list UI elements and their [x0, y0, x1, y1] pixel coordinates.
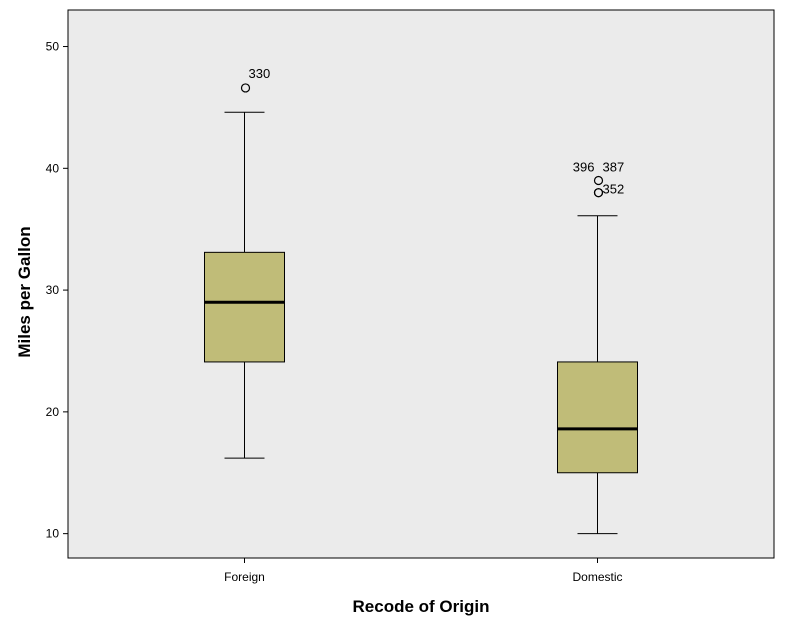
y-tick-label: 40 [46, 161, 60, 175]
interquartile-box [204, 251, 285, 363]
y-tick-label: 30 [46, 283, 60, 297]
outlier-point [593, 175, 604, 186]
interquartile-box [557, 361, 638, 474]
box-foreign: 330 [204, 66, 285, 459]
y-tick-label: 50 [46, 40, 60, 54]
plot-area [67, 9, 775, 559]
y-axis-title: Miles per Gallon [15, 226, 34, 357]
outlier-point [593, 188, 604, 198]
outlier-label: 387 [603, 159, 625, 174]
y-axis: 10 20 30 40 50 [46, 40, 68, 541]
x-tick-label: Foreign [224, 570, 265, 584]
box-domestic: 387 352 396 [557, 159, 638, 535]
outlier-point [240, 83, 251, 93]
outlier-label: 396 [573, 160, 595, 175]
outlier-label: 352 [603, 182, 625, 197]
y-tick-label: 10 [46, 527, 60, 541]
x-axis: Foreign Domestic [224, 558, 623, 584]
x-tick-label: Domestic [572, 570, 622, 584]
x-axis-title: Recode of Origin [353, 597, 490, 616]
y-tick-label: 20 [46, 405, 60, 419]
outlier-label: 330 [249, 66, 271, 81]
boxes: 330 387 352 396 [204, 66, 638, 535]
